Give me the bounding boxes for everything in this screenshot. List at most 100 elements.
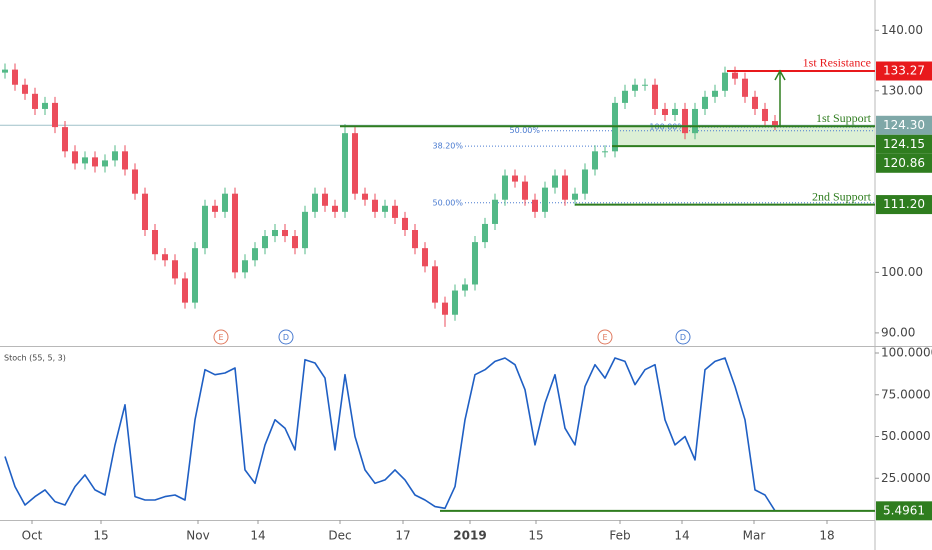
candle-body: [182, 278, 188, 303]
candle-body: [632, 84, 638, 91]
y-tick-label: 140.00: [881, 23, 923, 37]
candle-body: [112, 151, 118, 161]
candle-body: [342, 133, 348, 212]
candle-body: [142, 193, 148, 230]
candle-body: [322, 193, 328, 206]
candle-body: [622, 90, 628, 103]
candle-body: [272, 230, 278, 237]
y-tick-label: 50.0000: [881, 429, 931, 443]
candle-body: [562, 175, 568, 200]
event-label: E: [218, 333, 223, 342]
event-label: D: [283, 333, 289, 342]
fib-label: 38.20%: [432, 142, 463, 151]
candle-body: [672, 108, 678, 115]
level-name: 2nd Support: [812, 189, 872, 203]
candle-body: [532, 199, 538, 212]
candle-body: [2, 69, 8, 73]
event-marker: [213, 329, 229, 345]
x-tick-label: 17: [395, 529, 410, 543]
candle-body: [52, 102, 58, 128]
candle-body: [92, 157, 98, 167]
price-badge: [876, 153, 932, 173]
candle-body: [642, 84, 648, 86]
event-label: D: [680, 333, 686, 342]
candle-body: [422, 248, 428, 267]
fib-label: 50.00%: [432, 198, 463, 207]
candle-body: [502, 175, 508, 200]
candle-body: [82, 157, 88, 164]
x-tick-label: 14: [250, 529, 265, 543]
candle-body: [352, 133, 358, 194]
event-marker: [597, 329, 613, 345]
event-marker: [278, 329, 294, 345]
stoch-line: [4, 357, 776, 512]
candle-body: [452, 290, 458, 315]
price-badge: [876, 501, 932, 521]
level-name: 1st Resistance: [803, 56, 871, 70]
x-tick-label: 18: [819, 529, 834, 543]
candle-body: [752, 96, 758, 109]
price-badge: [876, 115, 932, 135]
x-tick-label: 15: [528, 529, 543, 543]
candle-body: [362, 193, 368, 200]
candle-body: [102, 160, 108, 167]
candle-body: [682, 108, 688, 134]
candle-body: [442, 302, 448, 315]
indicator-title: Stoch (55, 5, 3): [4, 354, 66, 363]
candle-body: [152, 230, 158, 255]
candle-body: [472, 242, 478, 285]
x-tick-label: Oct: [22, 529, 43, 543]
candle-body: [312, 193, 318, 212]
price-badge-label: 111.20: [883, 197, 925, 211]
candle-body: [262, 236, 268, 249]
candle-body: [192, 248, 198, 303]
candle-body: [572, 193, 578, 200]
y-tick-label: 100.0000: [881, 346, 932, 360]
price-badge: [876, 134, 932, 154]
candle-body: [62, 127, 68, 152]
candle-body: [542, 187, 548, 212]
level-name: 1st Support: [816, 111, 872, 125]
candle-body: [462, 284, 468, 291]
event-label: E: [602, 333, 607, 342]
candle-body: [762, 108, 768, 122]
candle-body: [222, 193, 228, 212]
candle-body: [292, 236, 298, 249]
candle-body: [172, 260, 178, 279]
candle-body: [412, 230, 418, 249]
candle-body: [482, 223, 488, 243]
event-marker: [675, 329, 691, 345]
candle-body: [732, 72, 738, 79]
price-badge-label: 120.86: [883, 156, 925, 170]
candle-body: [492, 199, 498, 224]
candle-body: [522, 181, 528, 200]
y-tick-label: 100.00: [881, 265, 923, 279]
candle-body: [122, 151, 128, 170]
candle-body: [702, 96, 708, 109]
candle-body: [212, 205, 218, 212]
candle-body: [602, 151, 608, 153]
y-tick-label: 75.0000: [881, 387, 931, 401]
candle-body: [592, 151, 598, 170]
candle-body: [242, 260, 248, 273]
candle-body: [772, 121, 778, 126]
price-badge-label: 5.4961: [883, 503, 925, 517]
candle-body: [282, 230, 288, 237]
candle-body: [432, 266, 438, 303]
x-tick-label: Mar: [743, 529, 766, 543]
candle-body: [382, 205, 388, 212]
candle-body: [202, 205, 208, 249]
x-tick-label: Nov: [186, 529, 209, 543]
x-tick-label: Dec: [328, 529, 351, 543]
candle-body: [552, 175, 558, 188]
candle-body: [252, 248, 258, 261]
candle-body: [692, 108, 698, 134]
candle-body: [652, 84, 658, 109]
fib-label: 50.00%: [509, 126, 540, 135]
x-tick-label: Feb: [609, 529, 630, 543]
candle-body: [72, 151, 78, 164]
candle-body: [12, 69, 18, 85]
candle-body: [722, 72, 728, 91]
